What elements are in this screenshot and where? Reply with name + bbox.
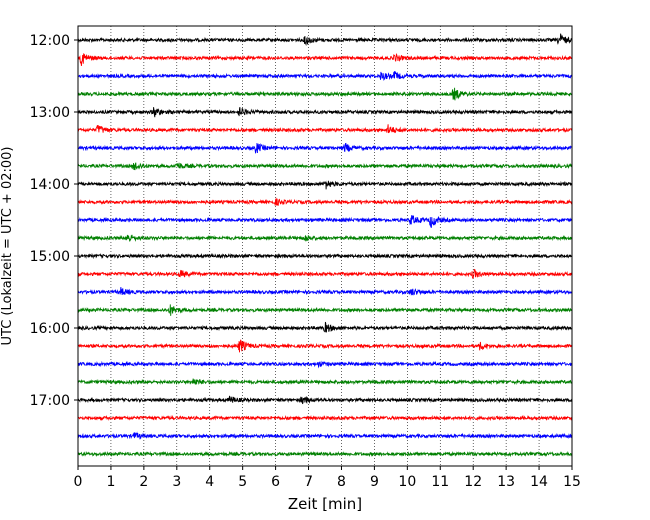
trace-line [77,268,573,279]
trace-line [77,360,573,369]
x-tick-label: 7 [304,474,313,490]
x-tick-label: 14 [530,474,548,490]
trace-line [77,234,573,242]
trace-line [77,215,573,228]
x-tick-label: 10 [398,474,416,490]
y-axis-label: UTC (Lokalzeit = UTC + 02:00) [0,147,15,346]
x-tick-label: 2 [139,474,148,490]
trace-line [77,180,573,190]
trace-line [77,378,573,386]
trace-line [77,70,573,81]
trace-line [77,197,573,207]
trace-line [77,107,573,118]
trace-line [77,450,573,458]
x-tick-label: 9 [370,474,379,490]
x-tick-label: 3 [172,474,181,490]
trace-line [77,287,573,296]
x-tick-label: 6 [271,474,280,490]
y-tick-label: 15:00 [30,249,70,265]
trace-line [77,339,573,353]
trace-line [77,321,573,333]
x-axis-ticks: 0 1 2 3 4 5 6 7 8 9 10 11 12 13 14 15 [74,466,581,490]
trace-line [77,252,573,260]
grid-lines [110,26,540,466]
trace-line [77,52,573,66]
traces [77,33,573,458]
trace-line [77,431,573,440]
trace-line [77,162,573,171]
y-tick-label: 13:00 [30,105,70,121]
x-tick-label: 15 [563,474,581,490]
x-tick-label: 4 [205,474,214,490]
trace-line [77,124,573,134]
x-tick-label: 1 [106,474,115,490]
x-tick-label: 12 [464,474,482,490]
x-tick-label: 0 [74,474,83,490]
y-tick-label: 17:00 [30,393,70,409]
x-axis-label: Zeit [min] [288,495,362,513]
plot-frame [77,25,573,467]
trace-line [77,142,573,154]
trace-line [77,304,573,316]
trace-line [77,395,573,405]
x-tick-label: 13 [497,474,515,490]
y-axis-ticks: 12:00 13:00 14:00 15:00 16:00 17:00 [30,33,78,409]
y-tick-label: 16:00 [30,321,70,337]
x-tick-label: 8 [337,474,346,490]
trace-line [77,414,573,422]
x-tick-label: 11 [431,474,449,490]
y-tick-label: 14:00 [30,177,70,193]
plot-area [78,26,572,466]
y-tick-label: 12:00 [30,33,70,49]
trace-line [77,87,573,101]
x-tick-label: 5 [238,474,247,490]
trace-line [77,33,573,46]
